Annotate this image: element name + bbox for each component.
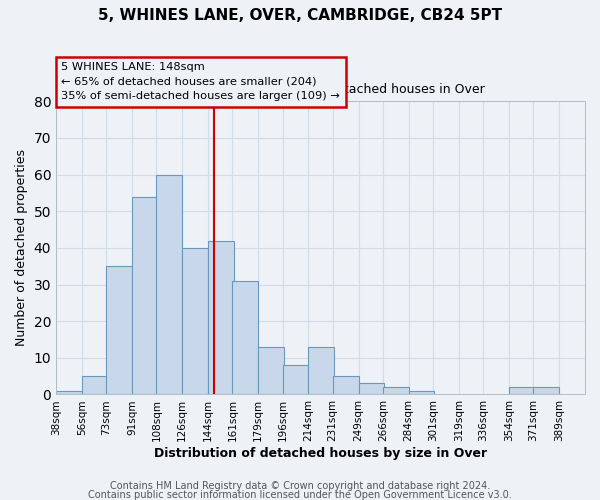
Bar <box>82 376 107 394</box>
Text: Contains HM Land Registry data © Crown copyright and database right 2024.: Contains HM Land Registry data © Crown c… <box>110 481 490 491</box>
Bar <box>56 391 82 394</box>
Bar <box>208 240 234 394</box>
Text: 5, WHINES LANE, OVER, CAMBRIDGE, CB24 5PT: 5, WHINES LANE, OVER, CAMBRIDGE, CB24 5P… <box>98 8 502 22</box>
Text: 5 WHINES LANE: 148sqm
← 65% of detached houses are smaller (204)
35% of semi-det: 5 WHINES LANE: 148sqm ← 65% of detached … <box>61 62 340 102</box>
Y-axis label: Number of detached properties: Number of detached properties <box>15 150 28 346</box>
Bar <box>359 384 385 394</box>
Title: Size of property relative to detached houses in Over: Size of property relative to detached ho… <box>157 83 484 96</box>
Text: Contains public sector information licensed under the Open Government Licence v3: Contains public sector information licen… <box>88 490 512 500</box>
Bar <box>308 347 334 395</box>
Bar <box>383 387 409 394</box>
Bar <box>283 365 308 394</box>
X-axis label: Distribution of detached houses by size in Over: Distribution of detached houses by size … <box>154 447 487 460</box>
Bar <box>533 387 559 394</box>
Bar <box>409 391 434 394</box>
Bar <box>333 376 359 394</box>
Bar <box>232 281 258 394</box>
Bar <box>106 266 132 394</box>
Bar <box>182 248 208 394</box>
Bar <box>258 347 284 395</box>
Bar <box>157 174 182 394</box>
Bar <box>509 387 535 394</box>
Bar <box>132 196 158 394</box>
